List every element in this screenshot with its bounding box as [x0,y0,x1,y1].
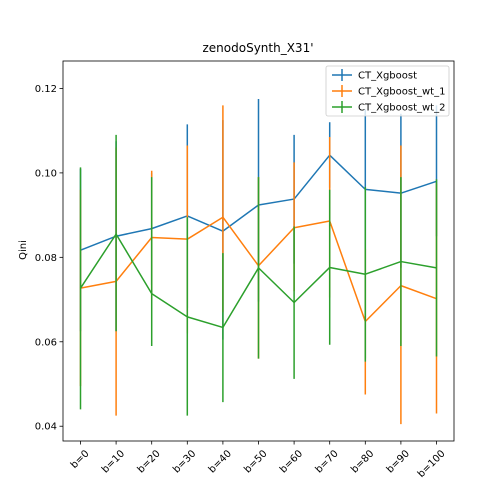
x-tick-label: b=50 [242,448,269,475]
legend-entry-2: CT_Xgboost_wt_1 [332,85,445,98]
y-tick-label: 0.12 [35,84,57,95]
series-line-3 [79,233,437,329]
x-tick-label: b=30 [171,448,198,475]
series-layer [79,99,438,425]
x-tick-label: b=20 [136,448,163,475]
axes-layer: b=0 b=10 b=20 b=30 b=40 b=50 b=60 b=70 b=80 b=90 b… [35,60,455,480]
legend-label: CT_Xgboost [358,71,417,82]
legend-label: CT_Xgboost_wt_2 [358,103,445,114]
legend-label: CT_Xgboost_wt_1 [358,87,445,98]
x-tick-label: b=100 [416,448,448,480]
y-tick-label: 0.06 [35,337,57,348]
x-tick-label: b=40 [207,448,234,475]
x-tick-label: b=10 [100,448,127,475]
chart-title: zenodoSynth_X31' [202,41,313,55]
series-3 [79,134,438,416]
x-tick-label: b=80 [349,448,376,475]
legend: CT_Xgboost CT_Xgboost_wt_1 CT_Xgboost_wt_2 [325,65,450,117]
y-axis-label: Qini [18,240,29,260]
legend-box [325,65,450,117]
x-tick-label: b=0 [69,448,92,471]
y-tick-label: 0.08 [35,253,57,264]
y-tick-label: 0.04 [35,422,57,433]
x-tick-label: b=60 [278,448,305,475]
x-tick-label: b=70 [314,448,341,475]
x-tick-label: b=90 [385,448,412,475]
legend-entry-3: CT_Xgboost_wt_2 [332,101,445,114]
y-tick-label: 0.10 [35,168,57,179]
legend-entry-1: CT_Xgboost [332,69,417,82]
